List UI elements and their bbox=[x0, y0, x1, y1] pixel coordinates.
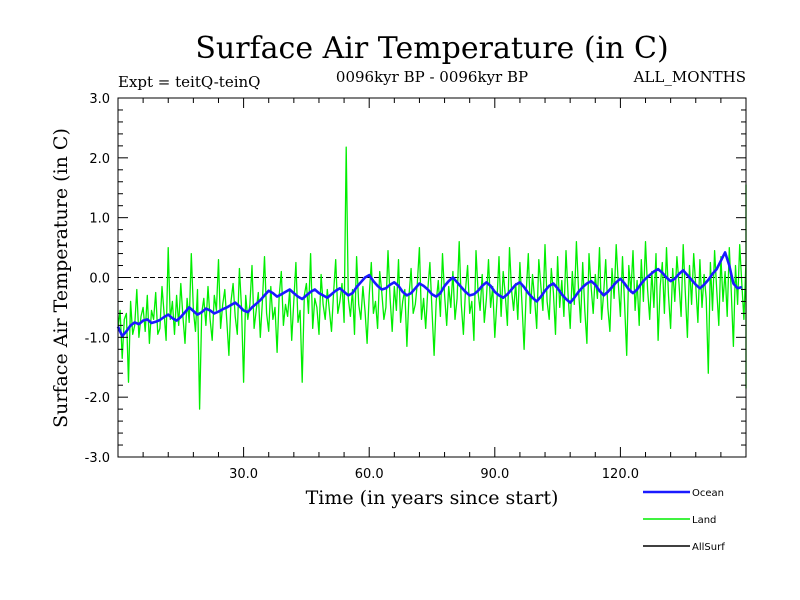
legend-label: AllSurf bbox=[692, 542, 725, 553]
y-axis-label: Surface Air Temperature (in C) bbox=[50, 128, 72, 428]
chart-subtitle-right: ALL_MONTHS bbox=[633, 68, 746, 86]
chart-subtitle-center: 0096kyr BP - 0096kyr BP bbox=[336, 68, 528, 86]
legend-item-allsurf: AllSurf bbox=[643, 542, 725, 553]
series-line-ocean bbox=[116, 251, 743, 338]
x-tick-label: 90.0 bbox=[480, 467, 509, 482]
y-tick-label: -2.0 bbox=[85, 391, 110, 406]
chart-title: Surface Air Temperature (in C) bbox=[195, 31, 668, 66]
y-tick-label: 1.0 bbox=[89, 212, 110, 227]
y-tick-label: 2.0 bbox=[89, 152, 110, 167]
y-tick-label: 0.0 bbox=[89, 272, 110, 287]
legend-label: Land bbox=[692, 515, 716, 526]
x-axis-label: Time (in years since start) bbox=[306, 487, 559, 509]
x-tick-label: 30.0 bbox=[229, 467, 258, 482]
y-tick-label: 3.0 bbox=[89, 92, 110, 107]
series-line-land bbox=[117, 146, 747, 410]
x-tick-label: 60.0 bbox=[355, 467, 384, 482]
y-tick-label: -3.0 bbox=[85, 451, 110, 466]
legend-item-ocean: Ocean bbox=[643, 488, 724, 499]
x-tick-label: 120.0 bbox=[602, 467, 639, 482]
legend-label: Ocean bbox=[692, 488, 724, 499]
chart-subtitle-left: Expt = teitQ-teinQ bbox=[118, 73, 260, 91]
y-tick-label: -1.0 bbox=[85, 331, 110, 346]
legend-item-land: Land bbox=[643, 515, 716, 526]
